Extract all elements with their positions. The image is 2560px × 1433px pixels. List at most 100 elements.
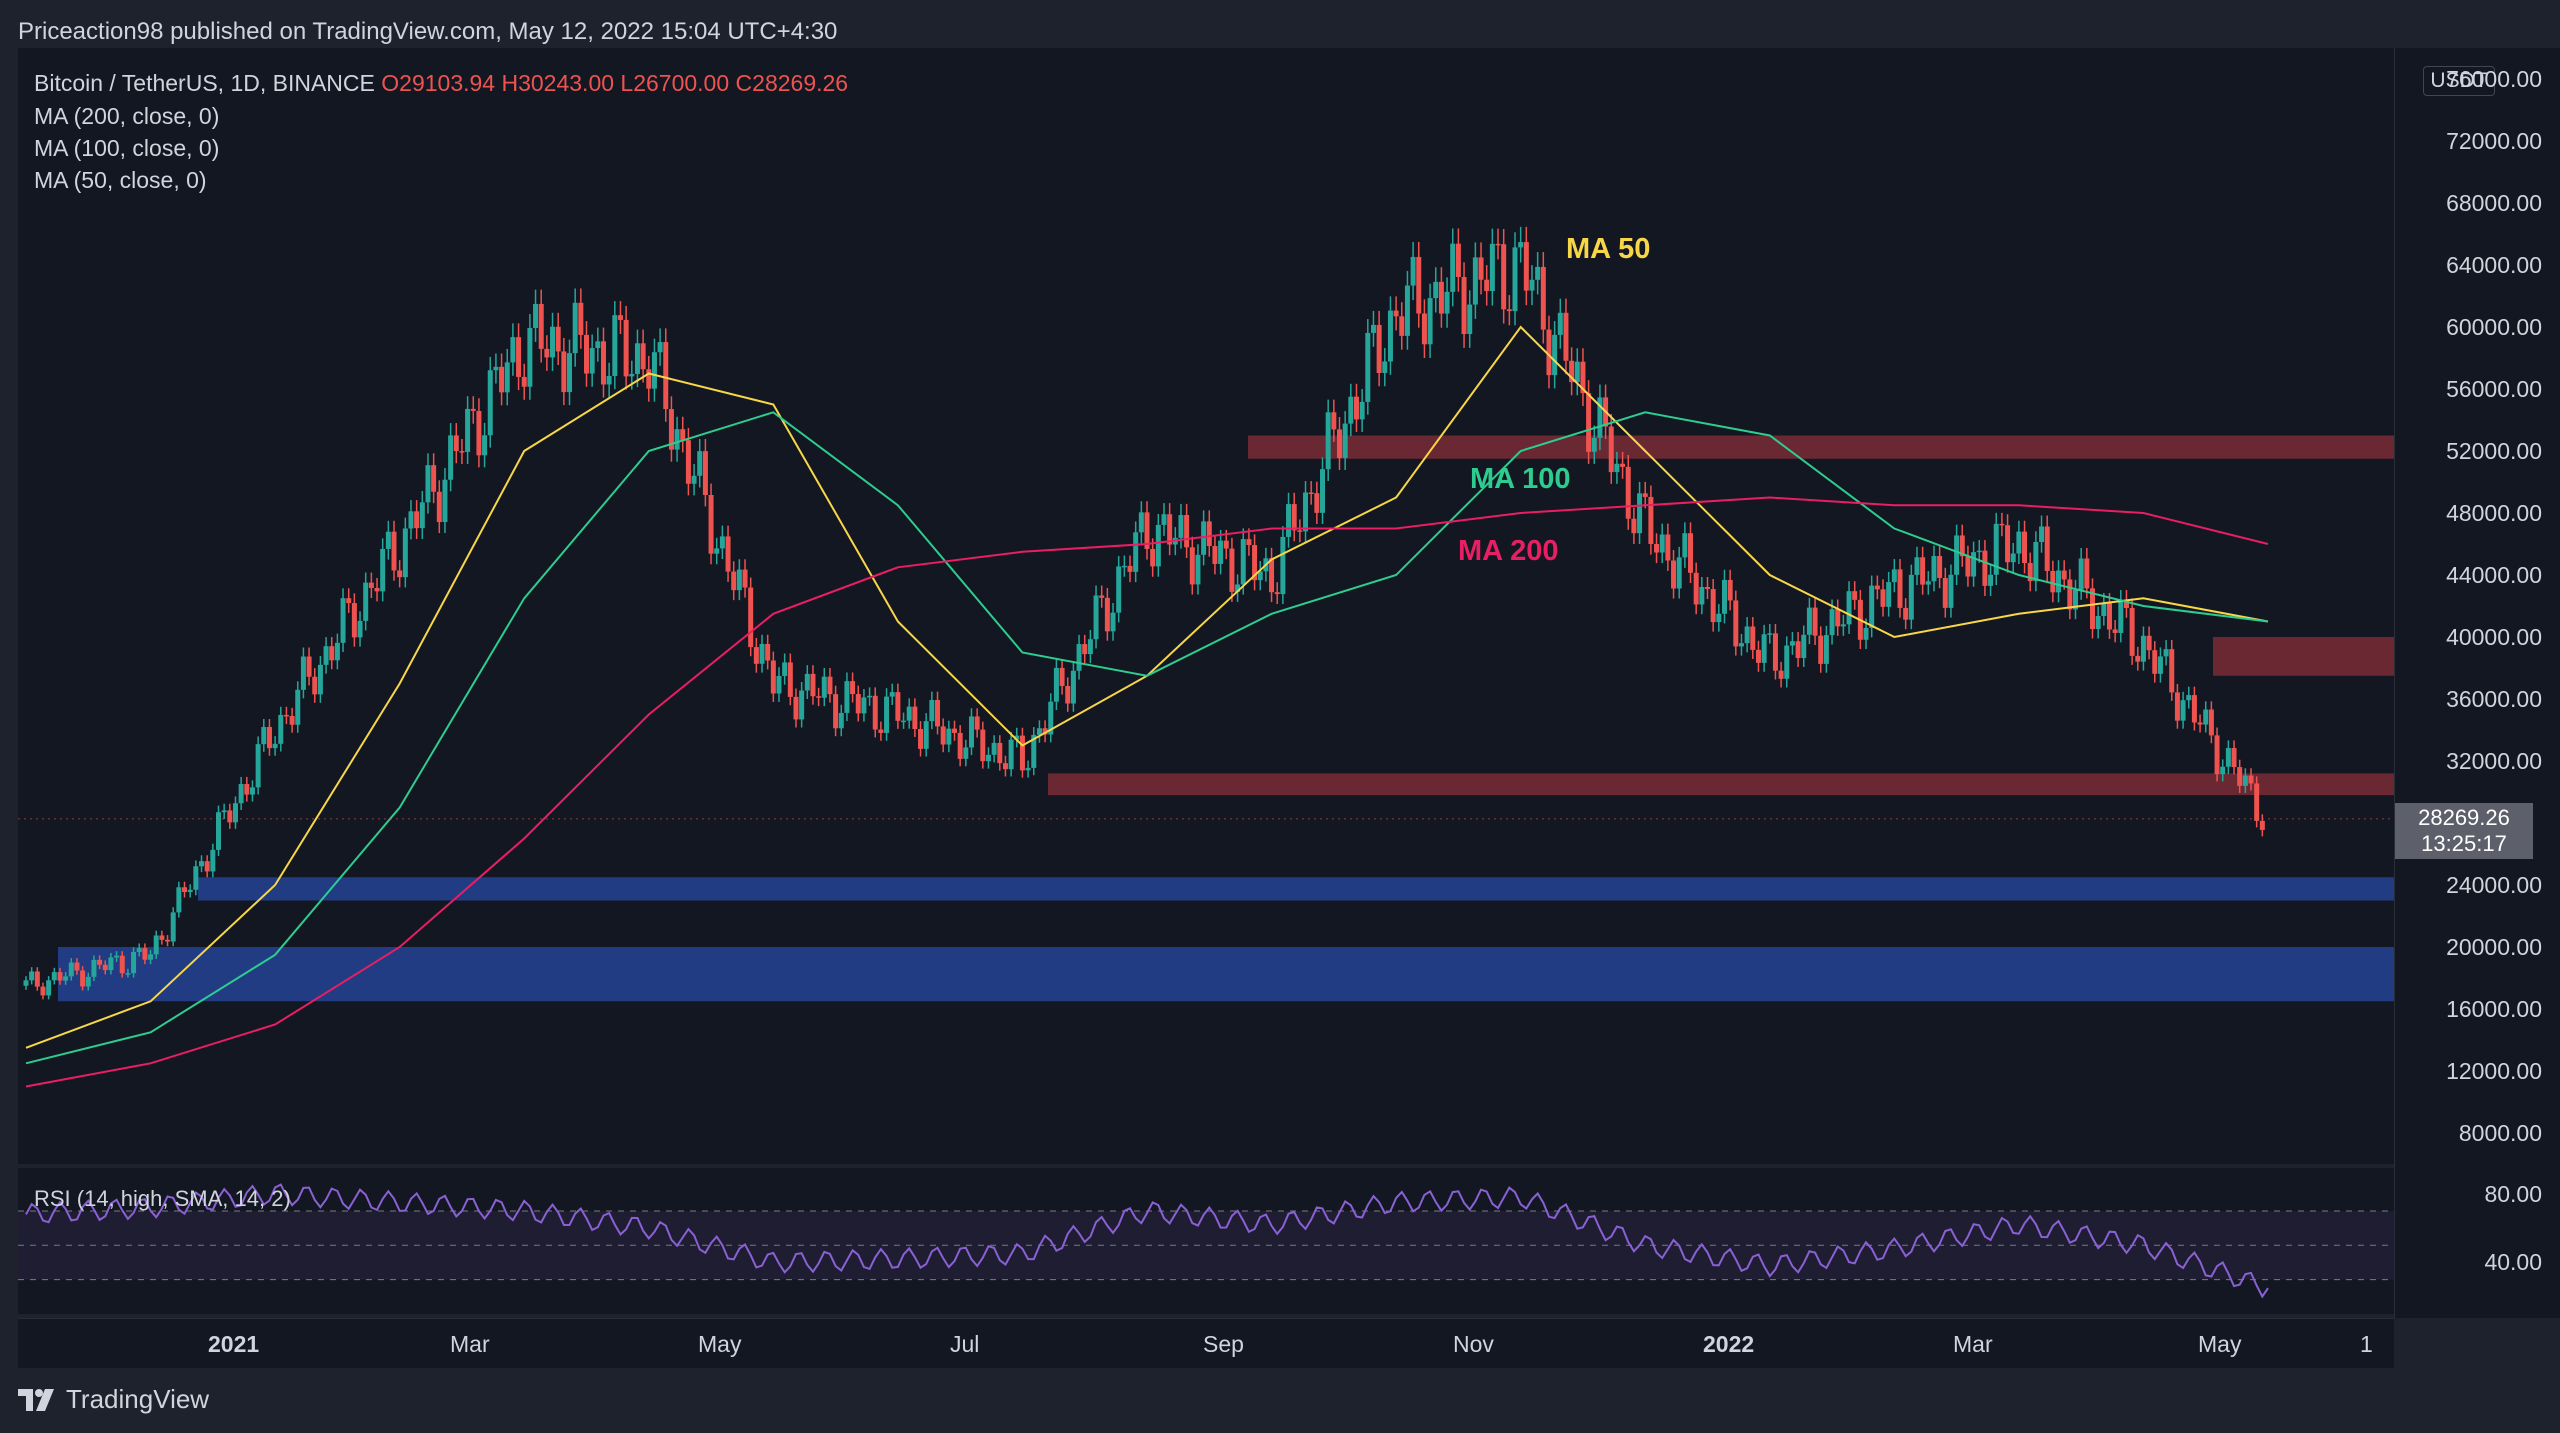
candle-body [85, 976, 91, 987]
price-axis[interactable]: USDT 28269.26 13:25:17 76000.00 72000.00 6… [2394, 48, 2560, 1318]
candle-body [674, 429, 680, 450]
candle-body [193, 866, 199, 890]
candle-body [1014, 735, 1020, 740]
price-tick-label: 36000.00 [2446, 686, 2542, 712]
candle-body [493, 366, 499, 371]
candle-body [2169, 649, 2175, 693]
candle-body [1116, 566, 1122, 613]
candle-body [1546, 329, 1552, 376]
candle-body [861, 697, 867, 714]
candle-body [804, 673, 810, 691]
candle-body [261, 726, 267, 745]
price-tick-label: 72000.00 [2446, 128, 2542, 154]
candle-body [521, 376, 527, 387]
time-label: Jul [950, 1331, 980, 1357]
candle-body [34, 971, 40, 987]
candle-body [991, 742, 997, 755]
candle-body [57, 972, 63, 981]
tradingview-footer[interactable]: TradingView [18, 1384, 209, 1415]
candle-body [827, 676, 833, 695]
candle-body [1246, 539, 1252, 546]
candle-body [1620, 463, 1626, 467]
price-chart-panel[interactable]: MA 50 MA 100 MA 200 [18, 48, 2394, 1164]
candle-body [1721, 579, 1727, 614]
candle-body [1336, 429, 1342, 459]
candle-body [91, 959, 97, 977]
candle-body [736, 569, 742, 591]
candle-body [1167, 514, 1173, 545]
candle-body [1903, 607, 1909, 620]
candle-body [708, 495, 714, 554]
candle-body [1110, 612, 1116, 632]
candle-body [567, 353, 573, 393]
candle-body [963, 747, 969, 759]
candle-body [1733, 600, 1739, 647]
candle-body [691, 475, 697, 484]
candle-body [2174, 692, 2180, 721]
candle-body [142, 948, 148, 960]
candle-body [912, 706, 918, 730]
candle-body [1331, 412, 1337, 430]
candle-body [1937, 555, 1943, 579]
candle-body [2180, 700, 2186, 721]
candle-body [249, 787, 255, 795]
candle-body [323, 646, 329, 665]
ohlc-low: L26700.00 [620, 70, 730, 96]
candle-body [663, 342, 669, 410]
currency-badge[interactable]: USDT [2423, 66, 2495, 96]
ma50-legend[interactable]: MA (50, close, 0) [34, 167, 207, 193]
candle-body [1150, 548, 1156, 567]
candle-body [997, 742, 1003, 764]
candle-body [1925, 581, 1931, 585]
rsi-legend[interactable]: RSI (14, high, SMA, 14, 2) [34, 1186, 291, 1211]
candle-body [1874, 585, 1880, 590]
symbol-name[interactable]: Bitcoin / TetherUS, 1D, BINANCE [34, 70, 375, 96]
candle-body [368, 582, 374, 588]
candle-body [753, 647, 759, 664]
ohlc-close: C28269.26 [735, 70, 849, 96]
candle-body [204, 861, 210, 872]
candle-body [1053, 667, 1059, 702]
candle-body [810, 673, 816, 697]
candle-body [1852, 591, 1858, 600]
support-zone [58, 947, 2394, 1002]
ma100-legend[interactable]: MA (100, close, 0) [34, 135, 220, 161]
candle-body [80, 970, 86, 987]
candle-body [2039, 526, 2045, 542]
resistance-zone [1048, 773, 2394, 796]
candle-body [1727, 579, 1733, 601]
candle-body [657, 342, 663, 353]
candle-body [1467, 304, 1473, 335]
candle-body [136, 948, 142, 952]
candle-body [918, 729, 924, 749]
symbol-legend[interactable]: Bitcoin / TetherUS, 1D, BINANCE O29103.9… [34, 70, 848, 97]
candle-body [1387, 310, 1393, 362]
rsi-panel[interactable]: RSI (14, high, SMA, 14, 2) [18, 1168, 2394, 1314]
support-zone [198, 877, 2394, 901]
candle-body [1789, 641, 1795, 646]
candle-body [2027, 563, 2033, 582]
candle-body [1705, 587, 1710, 590]
ma200-legend[interactable]: MA (200, close, 0) [34, 103, 220, 129]
candle-body [1404, 285, 1410, 336]
candle-body [2191, 695, 2197, 723]
candle-body [1240, 539, 1246, 585]
ma100-line [25, 411, 2269, 1065]
candle-body [1325, 412, 1331, 470]
candle-body [131, 951, 137, 974]
candle-body [1308, 492, 1314, 495]
candle-body [1042, 728, 1048, 735]
rsi-svg[interactable] [18, 1168, 2394, 1314]
price-tick-label: 60000.00 [2446, 314, 2542, 340]
candle-body [935, 699, 941, 727]
time-axis[interactable]: 2021 Mar May Jul Sep Nov 2022 Mar May 1 [18, 1318, 2394, 1368]
candle-body [1716, 613, 1722, 623]
price-chart-svg[interactable]: MA 50 MA 100 MA 200 [18, 48, 2394, 1164]
candle-body [97, 959, 103, 965]
candle-body [2073, 589, 2079, 610]
candle-body [742, 569, 748, 588]
candle-body [1631, 518, 1637, 534]
candle-body [1161, 514, 1167, 525]
candle-body [2225, 748, 2231, 767]
time-label: 2021 [208, 1331, 260, 1357]
